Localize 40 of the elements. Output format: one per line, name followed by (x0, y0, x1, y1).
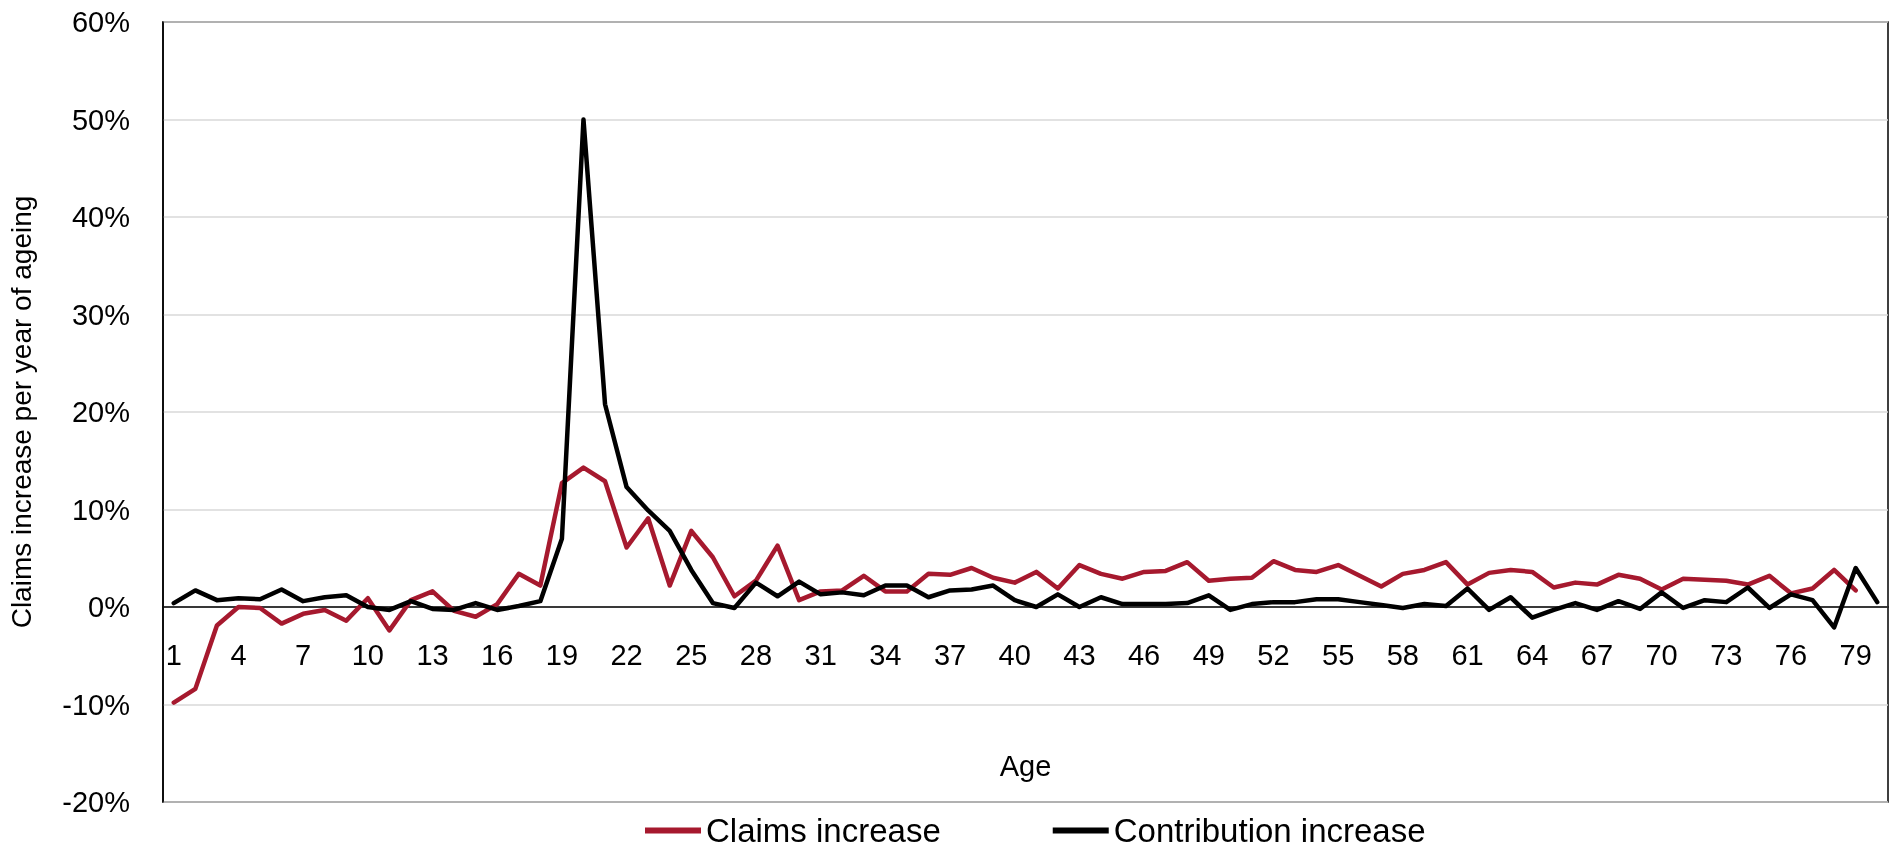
x-tick-label: 37 (933, 638, 967, 671)
x-tick-label: 43 (1063, 638, 1096, 671)
x-tick-label: 28 (739, 638, 773, 671)
y-tick-label: 40% (71, 201, 130, 233)
x-tick-label: 40 (998, 638, 1031, 671)
x-tick-label: 55 (1322, 638, 1355, 671)
legend-label: Contribution increase (1113, 812, 1426, 849)
x-tick-label: 1 (165, 638, 182, 671)
x-tick-label: 76 (1774, 638, 1808, 671)
x-tick-label: 19 (545, 638, 579, 671)
y-tick-label: 0% (88, 591, 130, 623)
x-tick-label: 10 (351, 638, 384, 671)
x-tick-label: 25 (675, 638, 708, 671)
legend-label: Claims increase (706, 812, 941, 849)
y-tick-label: -20% (62, 786, 130, 818)
x-tick-label: 13 (416, 638, 449, 671)
y-tick-label: 20% (71, 396, 130, 428)
x-tick-label: 70 (1645, 638, 1678, 671)
x-axis-title: Age (999, 749, 1052, 782)
y-axis-title: Claims increase per year of ageing (5, 195, 37, 629)
x-tick-label: 16 (481, 638, 514, 671)
y-tick-label: 50% (71, 103, 130, 136)
x-tick-label: 67 (1580, 638, 1614, 671)
x-tick-label: 7 (295, 638, 312, 671)
x-tick-label: 22 (610, 638, 643, 671)
x-tick-label: 34 (869, 638, 902, 671)
x-tick-label: 64 (1516, 638, 1549, 671)
x-tick-label: 49 (1192, 638, 1225, 671)
x-tick-label: 61 (1451, 638, 1484, 671)
y-tick-label: -10% (62, 688, 130, 721)
x-tick-label: 58 (1386, 638, 1419, 671)
y-tick-label: 30% (71, 298, 130, 331)
y-tick-label: 60% (71, 6, 130, 38)
x-tick-label: 73 (1710, 638, 1743, 671)
x-tick-label: 52 (1257, 638, 1290, 671)
x-tick-label: 31 (804, 638, 837, 671)
x-tick-label: 4 (230, 638, 247, 671)
x-tick-label: 79 (1839, 638, 1872, 671)
y-tick-label: 10% (71, 493, 130, 526)
x-tick-label: 46 (1127, 638, 1161, 671)
